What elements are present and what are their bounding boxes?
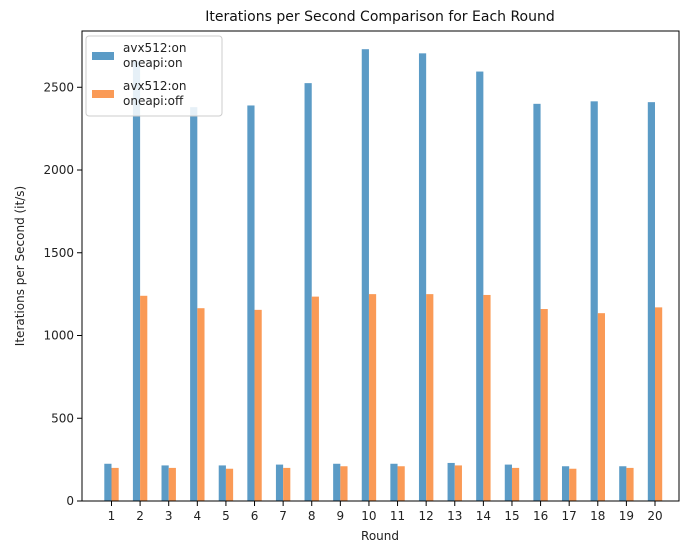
bar-oneapi-off [340,466,348,501]
bar-oneapi-off [111,467,119,501]
y-tick-label: 2000 [43,163,74,177]
x-tick-label: 19 [619,509,634,523]
x-tick-label: 9 [337,509,345,523]
bar-oneapi-on [361,49,369,501]
legend-label-line: avx512:on [123,79,186,93]
bars-layer [104,49,663,502]
x-tick-label: 6 [251,509,259,523]
bar-oneapi-off [225,468,234,501]
legend-label-line: avx512:on [123,41,186,55]
x-tick-label: 2 [136,509,144,523]
x-tick-label: 17 [562,509,577,523]
bar-oneapi-off [483,294,491,501]
legend-frame [85,35,223,117]
bar-oneapi-off [655,307,663,501]
y-tick-label: 500 [51,411,74,425]
legend-label: avx512:on oneapi:off [123,79,190,108]
bar-oneapi-off [454,465,462,501]
y-tick-label: 2500 [43,80,74,94]
x-tick-label: 7 [279,509,287,523]
x-axis-label: Round [361,529,399,543]
bar-oneapi-on [447,462,455,501]
bar-oneapi-on [218,465,226,501]
bar-oneapi-on [619,466,627,501]
x-tick-label: 12 [419,509,434,523]
bar-oneapi-on [161,465,169,501]
x-tick-label: 5 [222,509,230,523]
bar-oneapi-on [132,60,141,501]
y-tick-label: 1000 [43,329,74,343]
bar-oneapi-on [390,463,398,501]
legend-swatch [92,52,114,60]
bar-oneapi-on [647,102,655,501]
legend-label: avx512:on oneapi:on [123,41,190,70]
x-tick-label: 18 [590,509,605,523]
bar-oneapi-on [275,464,284,501]
bar-oneapi-on [418,53,427,502]
y-axis: 0 500 1000 1500 2000 2500 [43,80,82,508]
chart-title: Iterations per Second Comparison for Eac… [205,9,555,25]
bar-oneapi-off [569,468,577,501]
y-tick-label: 1500 [43,246,74,260]
bar-oneapi-off [426,294,434,501]
bar-oneapi-off [283,467,291,501]
x-tick-label: 14 [476,509,491,523]
x-tick-label: 3 [165,509,173,523]
bar-oneapi-off [511,467,520,501]
x-tick-label: 16 [533,509,548,523]
bar-oneapi-on [190,107,198,501]
bar-oneapi-on [104,463,112,501]
x-tick-label: 11 [390,509,405,523]
bar-oneapi-on [561,466,570,501]
y-tick-label: 0 [66,494,74,508]
legend-swatch [92,90,114,98]
bar-oneapi-off [311,296,319,501]
y-axis-label: Iterations per Second (it/s) [13,186,27,346]
x-tick-label: 15 [504,509,519,523]
bar-oneapi-on [533,103,541,501]
legend-label-line: oneapi:off [123,94,184,108]
bar-oneapi-on [476,71,484,502]
x-tick-label: 8 [308,509,316,523]
bar-oneapi-off [254,309,262,501]
bar-oneapi-off [368,294,377,501]
bar-oneapi-off [197,308,205,501]
x-tick-label: 10 [361,509,376,523]
legend: avx512:on oneapi:on avx512:on oneapi:off [85,35,223,117]
x-tick-label: 20 [647,509,662,523]
legend-label-line: oneapi:on [123,56,183,70]
bar-oneapi-off [597,313,605,501]
bar-oneapi-on [590,101,598,501]
bar-oneapi-on [304,83,312,501]
bar-oneapi-on [504,464,512,501]
bar-oneapi-off [540,309,548,501]
bar-oneapi-off [168,467,176,501]
bar-oneapi-on [333,463,341,501]
x-axis: 1 2 3 4 5 6 7 8 9 10 11 12 13 14 15 16 17 18 19 20 [108,501,663,523]
bar-oneapi-off [626,467,634,501]
bar-oneapi-off [397,466,405,501]
plot-frame [81,30,680,502]
x-tick-label: 1 [108,509,116,523]
bar-oneapi-off [140,295,148,501]
x-tick-label: 4 [193,509,201,523]
bar-oneapi-on [247,105,255,501]
x-tick-label: 13 [447,509,462,523]
